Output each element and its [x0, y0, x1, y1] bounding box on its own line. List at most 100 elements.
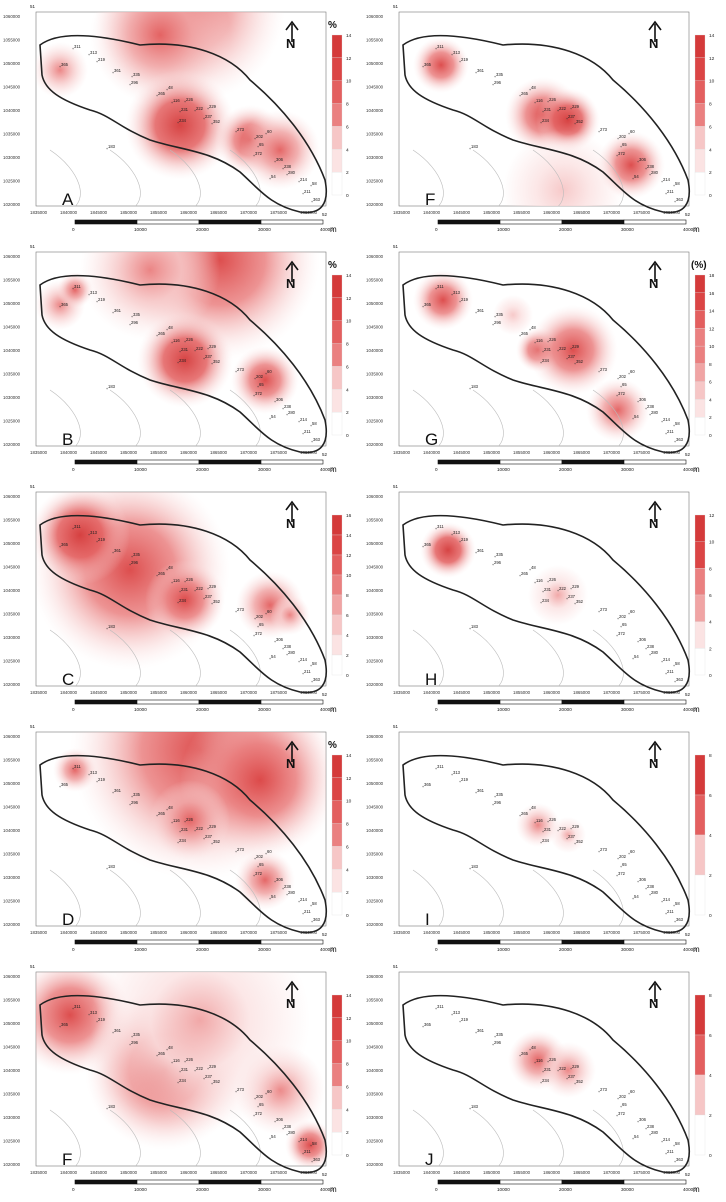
northing-tick: 1055000 — [366, 998, 384, 1003]
heat-spot — [528, 565, 588, 625]
legend-tick: 4 — [346, 633, 349, 639]
easting-tick: 1840000 — [60, 1170, 78, 1175]
scale-label: 20000 — [559, 947, 572, 952]
station-marker: + — [570, 586, 573, 591]
easting-tick: 1855000 — [150, 210, 168, 215]
station-label: 273 — [600, 127, 608, 132]
contour-line — [109, 389, 141, 446]
station-label: 214 — [300, 1137, 308, 1142]
station-label: 54 — [634, 174, 639, 179]
station-label: 237 — [568, 834, 576, 839]
station-marker: + — [422, 304, 425, 309]
scale-label: 30000 — [258, 1187, 271, 1192]
contour-line — [229, 1109, 261, 1166]
station-marker: + — [106, 386, 109, 391]
scale-unit: m — [693, 945, 700, 954]
station-label: 183 — [471, 624, 479, 629]
easting-tick: 1845000 — [453, 1170, 471, 1175]
station-marker: + — [207, 826, 210, 831]
station-marker: + — [529, 87, 532, 92]
contour-line — [169, 1109, 201, 1166]
station-marker: + — [665, 911, 668, 916]
map-panel-F2: +311 +313 +219 +365 +361 +335 +296 +265 +48 +116 +… — [0, 960, 363, 1200]
station-label: 335 — [133, 1032, 141, 1037]
northing-tick: 1050000 — [3, 781, 21, 786]
station-marker: + — [628, 1091, 631, 1096]
scale-label: 30000 — [621, 227, 634, 232]
corner-label-bottom: 52 — [322, 212, 328, 217]
station-label: 58 — [675, 421, 680, 426]
easting-tick: 1845000 — [453, 210, 471, 215]
scale-unit: m — [330, 465, 337, 474]
legend-tick: 2 — [709, 1113, 712, 1119]
station-label: 54 — [271, 894, 276, 899]
station-label: 306 — [639, 877, 647, 882]
station-label: 60 — [267, 609, 272, 614]
heat-spot — [503, 130, 623, 206]
station-marker: + — [177, 840, 180, 845]
contour-line — [169, 149, 201, 206]
station-marker: + — [302, 911, 305, 916]
station-label: 214 — [300, 897, 308, 902]
station-marker: + — [665, 431, 668, 436]
north-arrow-icon: N — [648, 740, 662, 771]
station-label: 335 — [496, 1032, 504, 1037]
station-marker: + — [422, 64, 425, 69]
map-svg: +311+ 313+ 219+ 365+ 361+ 335+ 296+ 265+ 48+ 116 +… — [3, 4, 352, 234]
island-outline — [39, 994, 327, 1174]
station-label: 296 — [131, 1040, 139, 1045]
station-marker: + — [529, 807, 532, 812]
scale-unit: m — [330, 945, 337, 954]
northing-tick: 1030000 — [366, 155, 384, 160]
easting-tick: 1850000 — [483, 1170, 501, 1175]
station-label: 65 — [622, 862, 627, 867]
station-marker: + — [235, 849, 238, 854]
heat-spot — [240, 110, 320, 190]
legend-tick: 2 — [709, 873, 712, 879]
island-outline — [39, 34, 327, 214]
station-marker: + — [475, 310, 478, 315]
station-label: 361 — [477, 548, 485, 553]
station-marker: + — [194, 828, 197, 833]
easting-tick: 1845000 — [90, 930, 108, 935]
map-svg: +311+ 313+ 219+ 365+ 361+ 335+ 296+ 265+ 48+ 116 +… — [366, 4, 715, 234]
station-label: 222 — [559, 346, 567, 351]
map-panel-J: +311 +313 +219 +365 +361 +335 +296 +265 +48 +116 +… — [363, 960, 726, 1200]
station-marker: + — [254, 856, 257, 861]
easting-tick: 1875000 — [633, 450, 651, 455]
station-label: 237 — [205, 834, 213, 839]
station-marker: + — [88, 292, 91, 297]
northing-tick: 1045000 — [366, 325, 384, 330]
station-marker: + — [179, 349, 182, 354]
station-marker: + — [674, 919, 677, 924]
station-label: 313 — [453, 770, 461, 775]
scale-label: 30000 — [258, 947, 271, 952]
station-label: 361 — [477, 68, 485, 73]
station-marker: + — [547, 819, 550, 824]
station-marker: + — [673, 1143, 676, 1148]
station-marker: + — [494, 74, 497, 79]
station-label: 65 — [259, 382, 264, 387]
northing-tick: 1050000 — [3, 301, 21, 306]
corner-label-top: 51 — [393, 244, 399, 249]
legend-colorbar: 14 12 10 8 6 4 2 0 — [331, 753, 352, 919]
station-label: 273 — [237, 1087, 245, 1092]
easting-tick: 1870000 — [603, 450, 621, 455]
easting-tick: 1850000 — [483, 690, 501, 695]
station-marker: + — [598, 609, 601, 614]
northing-tick: 1045000 — [3, 805, 21, 810]
station-marker: + — [179, 1069, 182, 1074]
station-marker: + — [311, 679, 314, 684]
northing-tick: 1045000 — [366, 565, 384, 570]
station-label: 54 — [634, 894, 639, 899]
station-label: 222 — [559, 586, 567, 591]
station-marker: + — [645, 166, 648, 171]
station-marker: + — [673, 663, 676, 668]
station-marker: + — [274, 399, 277, 404]
scale-label: 10000 — [134, 1187, 147, 1192]
easting-tick: 1860000 — [543, 690, 561, 695]
easting-tick: 1875000 — [270, 450, 288, 455]
easting-tick: 1865000 — [573, 690, 591, 695]
station-label: 219 — [461, 297, 469, 302]
